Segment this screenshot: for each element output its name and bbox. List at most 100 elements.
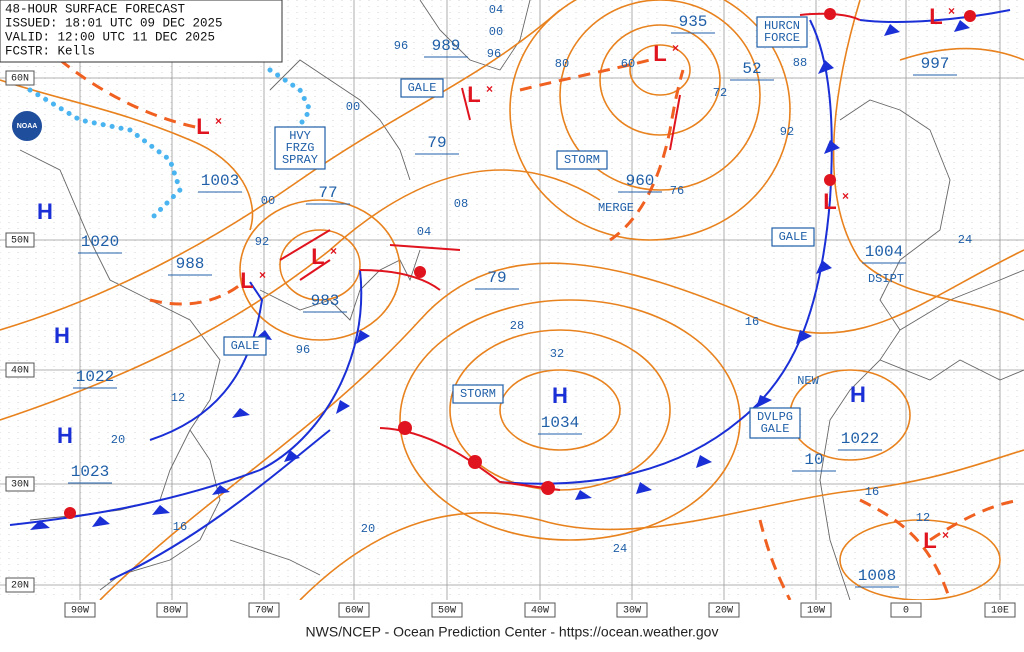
- isobar-label: 16: [173, 520, 187, 534]
- warning-box: [400, 78, 444, 98]
- isobar-label: 12: [171, 391, 185, 405]
- pressure-label: 1022: [76, 368, 114, 386]
- header-line: 48-HOUR SURFACE FORECAST: [5, 2, 186, 16]
- pressure-label: 988: [176, 255, 205, 273]
- note: DSIPT: [868, 272, 904, 286]
- pressure-label: 52: [742, 60, 761, 78]
- low-x: ×: [672, 41, 679, 55]
- low-symbol: L: [653, 41, 666, 66]
- isobar-label: 28: [510, 319, 524, 333]
- lon-label-box: [156, 602, 188, 618]
- isobar-label: 20: [361, 522, 375, 536]
- pressure-label: 1022: [841, 430, 879, 448]
- warning-text: HURCN: [764, 19, 800, 33]
- logo-text: NOAA: [17, 123, 38, 130]
- isobar-label: 92: [255, 235, 269, 249]
- isobar-label: 04: [417, 225, 431, 239]
- pressure-label: 1023: [71, 463, 109, 481]
- lat-label-box: [5, 70, 35, 86]
- lon-label-box: [431, 602, 463, 618]
- warning-box: [452, 384, 504, 404]
- pressure-label: 1004: [865, 243, 903, 261]
- warning-box: [749, 407, 801, 439]
- low-symbol: L: [823, 189, 836, 214]
- low-symbol: L: [923, 528, 936, 553]
- lon-label: 80W: [163, 606, 181, 617]
- warning-text: FRZG: [286, 141, 315, 155]
- logo: [10, 109, 44, 143]
- low-x: ×: [842, 189, 849, 203]
- lon-label-box: [64, 602, 96, 618]
- lon-label: 60W: [345, 606, 363, 617]
- header-line: VALID: 12:00 UTC 11 DEC 2025: [5, 30, 215, 44]
- lon-label: 90W: [71, 606, 89, 617]
- isobar-label: 16: [865, 485, 879, 499]
- warning-text: GALE: [761, 422, 790, 436]
- low-symbol: L: [240, 268, 253, 293]
- note: NEW: [797, 374, 819, 388]
- header-line: ISSUED: 18:01 UTC 09 DEC 2025: [5, 16, 223, 30]
- low-x: ×: [948, 4, 955, 18]
- header-line: FCSTR: Kells: [5, 44, 95, 58]
- pressure-label: 1034: [541, 414, 579, 432]
- lon-label-box: [984, 602, 1016, 618]
- lat-label-box: [5, 476, 35, 492]
- high-symbol: H: [54, 323, 70, 348]
- isobar-label: 96: [487, 47, 501, 61]
- pressure-label: 989: [432, 37, 461, 55]
- lon-label: 40W: [531, 606, 549, 617]
- isobar-label: 00: [261, 194, 275, 208]
- isobar-label: 00: [489, 25, 503, 39]
- warning-text: FORCE: [764, 31, 800, 45]
- low-x: ×: [215, 114, 222, 128]
- low-x: ×: [942, 528, 949, 542]
- low-symbol: L: [467, 82, 480, 107]
- high-symbol: H: [57, 423, 73, 448]
- pressure-label: 960: [626, 172, 655, 190]
- isobar-label: 92: [780, 125, 794, 139]
- warning-box: [223, 336, 267, 356]
- lon-label-box: [338, 602, 370, 618]
- lon-label: 10W: [807, 606, 825, 617]
- low-symbol: L: [196, 114, 209, 139]
- warning-text: STORM: [460, 387, 496, 401]
- lon-label-box: [890, 602, 922, 618]
- isobar-label: 96: [394, 39, 408, 53]
- lon-label: 50W: [438, 606, 456, 617]
- lon-label-box: [708, 602, 740, 618]
- warning-text: SPRAY: [282, 153, 318, 167]
- lat-label: 30N: [11, 480, 29, 491]
- lon-label-box: [616, 602, 648, 618]
- isobar-label: 00: [346, 100, 360, 114]
- lat-label: 60N: [11, 74, 29, 85]
- map-background: [0, 0, 1024, 600]
- pressure-label: 935: [679, 13, 708, 31]
- warning-text: HVY: [289, 129, 311, 143]
- lat-label: 50N: [11, 236, 29, 247]
- warning-box: [556, 150, 608, 170]
- isobar-label: 16: [745, 315, 759, 329]
- warning-text: GALE: [779, 230, 808, 244]
- lon-label: 70W: [255, 606, 273, 617]
- pressure-label: 1008: [858, 567, 896, 585]
- lon-label: 10E: [991, 606, 1009, 617]
- isobar-label: 32: [550, 347, 564, 361]
- isobar-label: 24: [613, 542, 627, 556]
- isobar-label: 08: [454, 197, 468, 211]
- isobar-label: 76: [670, 184, 684, 198]
- lat-label: 40N: [11, 366, 29, 377]
- isobar-label: 96: [296, 343, 310, 357]
- lat-label-box: [5, 577, 35, 593]
- lon-label-box: [800, 602, 832, 618]
- warning-text: GALE: [408, 81, 437, 95]
- lat-label: 20N: [11, 581, 29, 592]
- low-symbol: L: [929, 4, 942, 29]
- isobar-label: 72: [713, 86, 727, 100]
- pressure-label: 983: [311, 292, 340, 310]
- isobar-label: 80: [555, 57, 569, 71]
- high-symbol: H: [850, 382, 866, 407]
